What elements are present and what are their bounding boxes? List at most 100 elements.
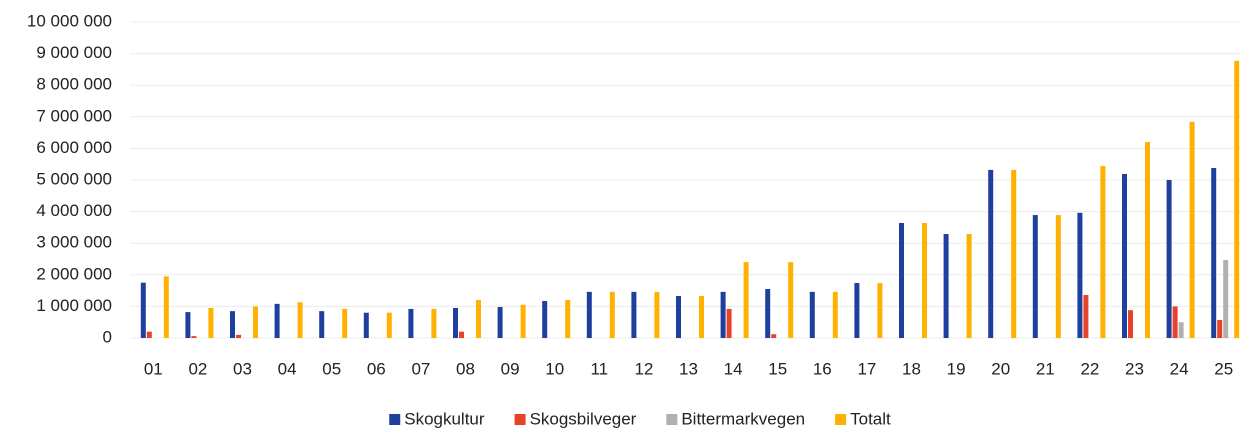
bar <box>1166 180 1172 338</box>
legend-label: Bittermarkvegen <box>681 409 805 428</box>
x-tick-label: 02 <box>188 359 207 378</box>
bar <box>1100 166 1106 338</box>
bar <box>1234 60 1240 338</box>
bar <box>297 302 303 338</box>
bar <box>743 262 749 338</box>
x-tick-label: 09 <box>501 359 520 378</box>
x-tick-label: 08 <box>456 359 475 378</box>
bar <box>1077 212 1083 338</box>
bar <box>363 312 369 338</box>
bar <box>185 312 191 338</box>
bar <box>253 306 258 338</box>
legend: Skogkultur Skogsbilveger Bittermarkvegen To… <box>389 409 891 428</box>
y-tick-label: 5 000 000 <box>36 169 112 188</box>
y-tick-label: 8 000 000 <box>36 75 112 94</box>
bar <box>720 291 726 338</box>
bar <box>236 334 241 338</box>
bar <box>899 222 904 338</box>
y-tick-label: 1 000 000 <box>36 296 112 315</box>
y-tick-label: 6 000 000 <box>36 138 112 157</box>
legend-swatch <box>389 414 401 425</box>
legend-swatch <box>835 414 847 425</box>
bar <box>1211 167 1217 338</box>
bar <box>319 311 325 338</box>
x-tick-label: 01 <box>144 359 163 378</box>
y-tick-label: 10 000 000 <box>27 11 112 30</box>
x-tick-label: 20 <box>991 359 1010 378</box>
bar <box>520 304 526 338</box>
x-tick-label: 11 <box>590 359 608 378</box>
bar <box>408 308 414 338</box>
y-tick-label: 4 000 000 <box>36 201 112 220</box>
bar <box>542 301 548 338</box>
bar <box>1178 322 1184 338</box>
bar <box>988 169 994 338</box>
legend-label: Skogsbilveger <box>530 409 637 428</box>
y-tick-label: 3 000 000 <box>36 233 112 252</box>
x-tick-label: 18 <box>902 359 921 378</box>
bar <box>191 336 197 338</box>
bar <box>230 311 235 338</box>
bar <box>1189 121 1195 338</box>
bar <box>699 295 704 338</box>
bar <box>431 308 437 338</box>
bar <box>208 307 214 338</box>
y-tick-label: 0 <box>103 327 112 346</box>
x-tick-label: 13 <box>679 359 698 378</box>
x-tick-label: 12 <box>634 359 653 378</box>
x-tick-label: 23 <box>1125 359 1144 378</box>
x-tick-label: 21 <box>1036 359 1055 378</box>
bar <box>146 331 152 338</box>
bar <box>476 300 481 338</box>
bar <box>565 300 571 338</box>
bar <box>1145 142 1150 338</box>
bar <box>386 312 392 338</box>
legend-label: Skogkultur <box>404 409 485 428</box>
bar <box>809 291 815 338</box>
x-tick-label: 04 <box>278 359 297 378</box>
bar <box>459 331 464 338</box>
y-tick-label: 2 000 000 <box>36 264 112 283</box>
x-tick-label: 14 <box>724 359 743 378</box>
bar <box>726 308 732 338</box>
x-tick-label: 05 <box>322 359 341 378</box>
bar <box>1223 259 1229 338</box>
bar <box>788 262 794 338</box>
bar <box>631 291 637 338</box>
bar <box>765 289 771 338</box>
y-tick-label: 7 000 000 <box>36 106 112 125</box>
bar <box>1055 215 1061 338</box>
bar <box>1032 215 1038 338</box>
bar <box>342 308 348 338</box>
x-tick-label: 16 <box>813 359 832 378</box>
bar <box>922 222 927 338</box>
bar <box>1083 295 1089 338</box>
x-tick-label: 10 <box>545 359 564 378</box>
x-tick-label: 17 <box>857 359 876 378</box>
bar <box>943 234 949 338</box>
bar <box>877 283 883 338</box>
y-tick-label: 9 000 000 <box>36 43 112 62</box>
x-tick-label: 07 <box>411 359 430 378</box>
bar <box>497 307 503 338</box>
x-tick-label: 19 <box>947 359 966 378</box>
bar <box>453 307 458 338</box>
bar <box>832 291 838 338</box>
bar <box>140 282 146 338</box>
legend-label: Totalt <box>850 409 891 428</box>
x-tick-label: 24 <box>1170 359 1189 378</box>
bar <box>1128 310 1133 338</box>
bar <box>654 291 660 338</box>
legend-swatch <box>514 414 526 425</box>
bar <box>163 276 169 338</box>
bar <box>274 303 280 338</box>
x-tick-label: 03 <box>233 359 252 378</box>
bar <box>586 291 592 338</box>
bar <box>1217 319 1223 338</box>
bar <box>966 234 972 338</box>
x-tick-label: 25 <box>1214 359 1233 378</box>
bar <box>1011 169 1017 338</box>
x-tick-label: 06 <box>367 359 386 378</box>
x-tick-label: 22 <box>1080 359 1099 378</box>
